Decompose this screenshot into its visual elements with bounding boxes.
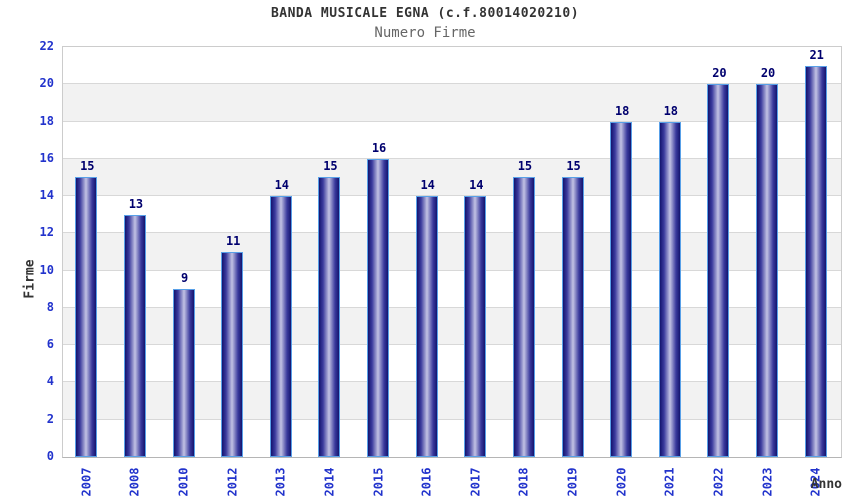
bar-value-label: 20	[712, 66, 727, 81]
y-tick-label: 14	[39, 188, 54, 203]
x-tick-label-2018: 2018	[516, 467, 531, 497]
gridline	[63, 120, 841, 122]
bar-2007	[75, 177, 98, 457]
gridline	[63, 381, 841, 383]
x-tick-label-2017: 2017	[468, 467, 483, 497]
x-tick-label-2012: 2012	[225, 467, 240, 497]
bar-2024	[804, 65, 827, 457]
bar-2017	[464, 196, 487, 457]
bar-2019	[561, 177, 584, 457]
x-tick-label-2013: 2013	[273, 467, 288, 497]
bar-2012	[221, 252, 244, 457]
x-tick-label-2007: 2007	[79, 467, 94, 497]
gridline	[63, 157, 841, 159]
bar-2015	[367, 158, 390, 457]
bar-value-label: 15	[80, 159, 95, 174]
bar-2008	[123, 214, 146, 457]
bar-2010	[172, 289, 195, 457]
y-tick-label: 4	[46, 374, 54, 389]
x-tick-label-2022: 2022	[711, 467, 726, 497]
gridline	[63, 232, 841, 234]
y-tick-label: 16	[39, 150, 54, 165]
y-tick-label: 10	[39, 262, 54, 277]
bar-value-label: 14	[469, 178, 484, 193]
gridline	[63, 418, 841, 420]
gridline	[63, 306, 841, 308]
bar-value-label: 18	[663, 103, 679, 118]
bar-2020	[610, 121, 633, 457]
chart-title: BANDA MUSICALE EGNA (c.f.80014020210)	[270, 6, 580, 21]
bar-2022	[707, 84, 730, 457]
bar-2018	[512, 177, 535, 457]
chart-subtitle: Numero Firme	[374, 25, 476, 41]
gridline	[63, 195, 841, 197]
x-tick-label-2020: 2020	[614, 467, 629, 497]
x-tick-label-2021: 2021	[662, 467, 677, 497]
x-tick-label-2010: 2010	[176, 467, 191, 497]
bar-value-label: 15	[566, 159, 581, 174]
x-axis-tick-labels: 2007 2008 2010 2012 2013 2014 2015 2016 2017 2018…	[62, 464, 840, 500]
gridline	[63, 269, 841, 271]
y-tick-label: 8	[46, 299, 54, 314]
bar-value-label: 18	[614, 103, 630, 118]
bar-value-label: 9	[180, 271, 189, 286]
y-tick-label: 0	[46, 449, 54, 463]
gridline	[63, 83, 841, 85]
x-tick-label-2008: 2008	[127, 467, 142, 497]
bar-value-label: 20	[760, 66, 776, 81]
y-axis-tick-labels: 0 2 4 6 8 10 12 14 16 18 20 22	[0, 0, 54, 500]
x-tick-label-2023: 2023	[760, 467, 775, 497]
bar-value-label: 15	[323, 159, 338, 174]
bar-value-label: 11	[225, 234, 241, 248]
y-tick-label: 20	[39, 76, 54, 91]
bar-value-label: 14	[274, 178, 290, 193]
x-axis-title: Anno	[810, 477, 842, 492]
x-tick-label-2019: 2019	[565, 467, 580, 497]
x-tick-label-2015: 2015	[371, 467, 386, 497]
bar-2016	[415, 196, 438, 457]
bar-value-label: 13	[128, 196, 144, 211]
gridline	[63, 344, 841, 346]
y-tick-label: 18	[39, 113, 54, 128]
x-tick-label-2014: 2014	[322, 467, 337, 497]
bar-2014	[318, 177, 341, 457]
y-tick-label: 2	[46, 411, 54, 426]
x-tick-label-2016: 2016	[419, 467, 434, 497]
bar-value-label: 21	[809, 47, 824, 62]
bar-value-label: 14	[420, 178, 435, 193]
y-tick-label: 6	[46, 337, 54, 352]
bar-2023	[756, 84, 779, 457]
bar-value-label: 15	[517, 159, 533, 174]
plot-area: 15 13 9 11 14 15 16 14 14 15 15 18 18 20 20 21	[62, 46, 842, 458]
y-tick-label: 12	[39, 225, 54, 240]
y-tick-label: 22	[39, 39, 54, 53]
bar-2013	[269, 196, 292, 457]
grid-band	[63, 47, 841, 85]
bar-value-label: 16	[371, 140, 387, 155]
bar-2021	[658, 121, 681, 457]
